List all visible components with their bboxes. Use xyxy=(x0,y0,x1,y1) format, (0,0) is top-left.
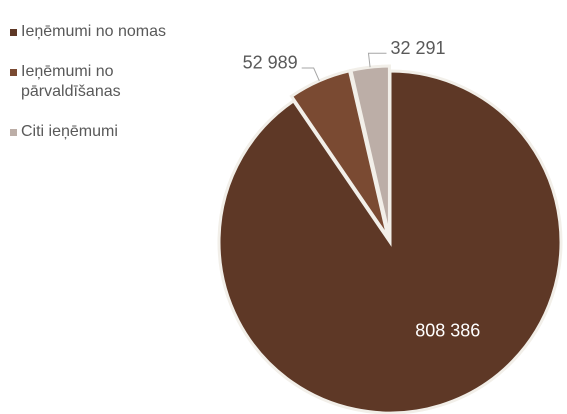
pie-slice xyxy=(217,69,563,414)
data-label: 808 386 xyxy=(415,321,480,341)
legend-label: Ieņēmumi no nomas xyxy=(21,23,166,40)
legend-item: Ieņēmumi no pārvaldīšanas xyxy=(10,62,170,102)
legend-swatch xyxy=(10,29,17,36)
legend-label: Ieņēmumi no pārvaldīšanas xyxy=(21,63,121,100)
legend-item: Ieņēmumi no nomas xyxy=(10,22,170,42)
legend: Ieņēmumi no nomas Ieņēmumi no pārvaldīšan… xyxy=(10,22,170,162)
legend-item: Citi ieņēmumi xyxy=(10,122,170,142)
legend-swatch xyxy=(10,129,17,136)
pie-slice xyxy=(349,64,391,238)
legend-swatch xyxy=(10,69,17,76)
leader-line xyxy=(301,67,320,82)
data-label: 32 291 xyxy=(390,38,445,58)
legend-label: Citi ieņēmumi xyxy=(21,123,118,140)
data-label: 52 989 xyxy=(243,53,298,73)
leader-line xyxy=(367,52,387,68)
